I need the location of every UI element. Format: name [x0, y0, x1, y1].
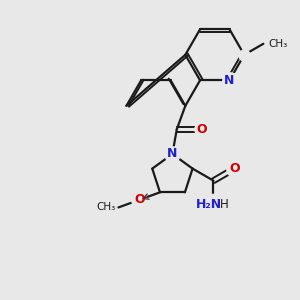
Text: H: H	[219, 198, 228, 211]
Text: CH₃: CH₃	[268, 39, 288, 49]
Text: O: O	[229, 162, 240, 175]
Text: N: N	[224, 74, 235, 87]
Text: N: N	[167, 148, 178, 160]
Text: O: O	[196, 123, 207, 136]
Text: CH₃: CH₃	[96, 202, 116, 212]
Text: O: O	[134, 194, 145, 206]
Text: H₂N: H₂N	[196, 198, 222, 211]
